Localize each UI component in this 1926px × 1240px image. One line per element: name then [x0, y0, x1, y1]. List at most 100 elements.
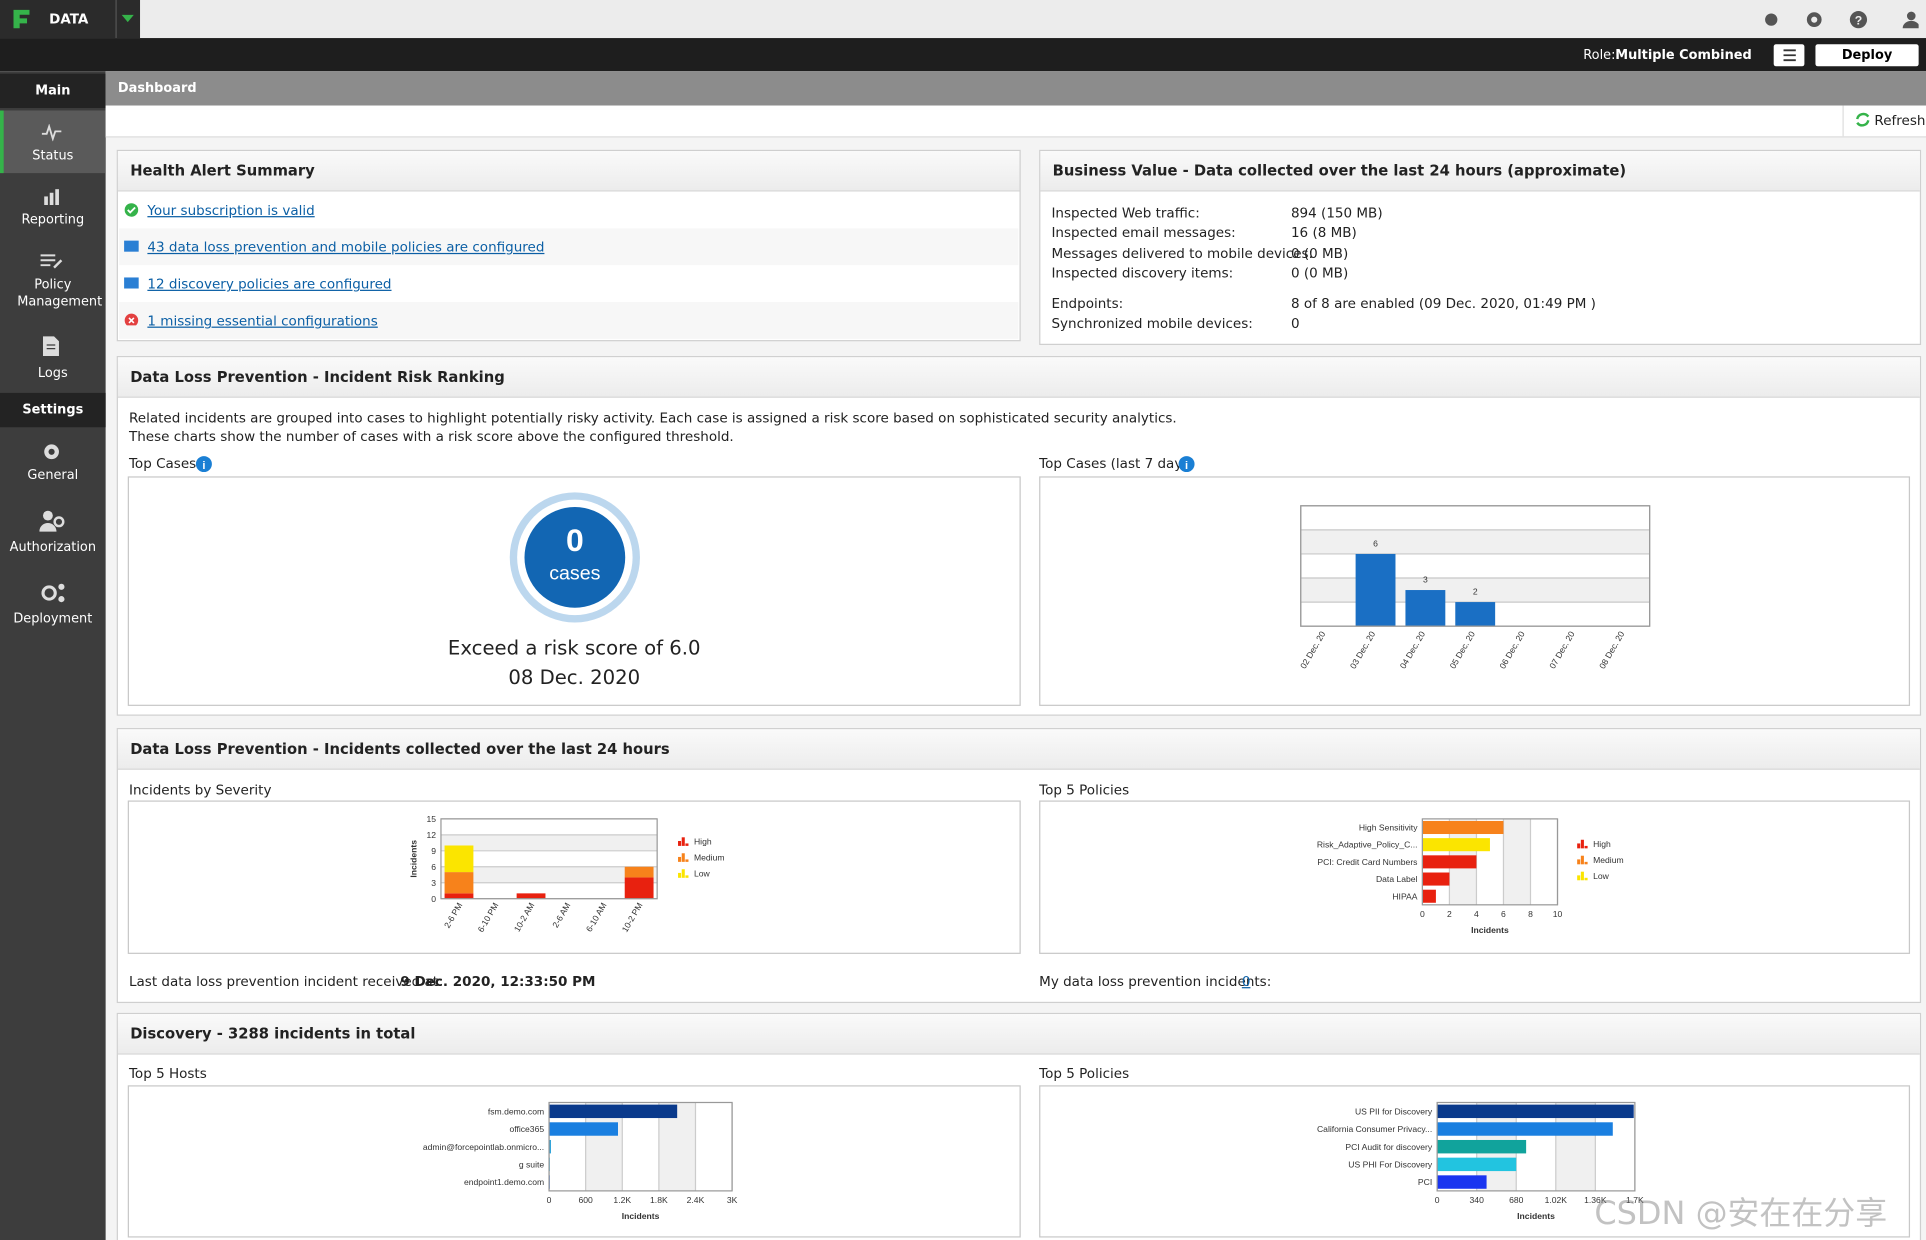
bar	[549, 1122, 618, 1136]
my-value[interactable]: 0	[1241, 973, 1251, 990]
y-tick-label: 9	[431, 846, 436, 856]
exceed: Exceed a risk score of 6.0	[447, 635, 701, 660]
nav-item[interactable]: Authorization	[9, 540, 97, 555]
nav-item[interactable]: Logs	[37, 365, 68, 381]
breadcrumb-bar	[105, 71, 1926, 106]
y-tick-label: US PHI For Discovery	[1348, 1159, 1433, 1169]
nav-item[interactable]: Deployment	[13, 611, 93, 627]
legend-label: Low	[1593, 871, 1610, 881]
x-tick-label: 340	[1470, 1195, 1485, 1205]
info-icon[interactable]: i	[195, 455, 212, 473]
x-tick-label: 0	[1435, 1195, 1440, 1205]
x-tick-label: 4	[1474, 909, 1479, 919]
chart: 0 600 1.2K 1.8K 2.4K 3K Incidents fsm.demo.com o…	[423, 1101, 738, 1221]
health-link[interactable]: 43 data loss prevention and mobile polic…	[147, 239, 545, 256]
panel-title: Discovery - 3288 incidents in total	[130, 1025, 416, 1043]
legend-label: Medium	[694, 853, 725, 863]
chart: 0 340 680 1.02K 1.36K 1.7K Incidents US PII for…	[1317, 1101, 1644, 1221]
legend-swatch	[685, 859, 689, 862]
label: Messages delivered to mobile devices:	[1051, 245, 1314, 262]
chart-label: Top Cases	[128, 455, 197, 472]
health-link[interactable]: 12 discovery policies are configured	[147, 276, 392, 293]
x-tick-label: 8	[1528, 909, 1533, 919]
data-label: 3	[1423, 575, 1428, 585]
dropdown-arrow	[121, 14, 134, 23]
main-label: Main	[35, 83, 71, 99]
count: 0	[566, 522, 584, 558]
chart-label: Incidents by Severity	[128, 782, 272, 799]
plot-border	[1436, 1101, 1636, 1192]
x-tick-label: 10	[1553, 909, 1563, 919]
deploy-button[interactable]: Deploy	[1815, 44, 1919, 67]
x-tick-label: 1.7K	[1626, 1195, 1644, 1205]
nav-item[interactable]: General	[27, 467, 79, 483]
value: 8 of 8 are enabled (09 Dec. 2020, 01:49 …	[1290, 295, 1596, 312]
x-tick-label: 07 Dec. 20	[1547, 629, 1577, 670]
x-tick-label: 10-2 AM	[512, 901, 537, 934]
list-button[interactable]	[1773, 44, 1805, 67]
legend-label: Low	[694, 869, 711, 879]
status-active[interactable]	[0, 110, 106, 174]
plot-border	[1300, 505, 1651, 627]
label: Endpoints:	[1051, 295, 1124, 312]
chart-label: Top 5 Policies	[1039, 782, 1130, 799]
main-header[interactable]	[0, 73, 106, 109]
top-bar	[0, 0, 1926, 39]
legend-swatch	[681, 853, 685, 862]
role-bar	[0, 38, 1926, 72]
x-tick-label: 680	[1509, 1195, 1524, 1205]
x-axis-label: Incidents	[1517, 1211, 1555, 1221]
watermark: CSDN @安在在分享	[1594, 1195, 1888, 1233]
panel-title: Business Value - Data collected over the…	[1052, 162, 1627, 180]
legend-label: High	[694, 837, 712, 847]
toolbar	[105, 105, 1926, 138]
nav-item[interactable]: Status	[32, 148, 74, 164]
info-icon[interactable]: i	[1178, 455, 1195, 473]
nav-item[interactable]: Reporting	[21, 212, 85, 228]
plot-area	[440, 818, 658, 899]
y-axis-label: Incidents	[408, 840, 418, 878]
legend-swatch	[1580, 839, 1584, 849]
settings-header[interactable]	[0, 392, 106, 428]
x-tick-label: 2-6 AM	[550, 901, 572, 930]
x-tick-label: 02 Dec. 20	[1298, 629, 1328, 670]
label: Synchronized mobile devices:	[1051, 315, 1253, 332]
legend-swatch	[681, 837, 685, 846]
product-menu[interactable]: DATA	[0, 0, 141, 39]
health-link[interactable]: 1 missing essential configurations	[147, 313, 378, 330]
legend-swatch	[1580, 871, 1584, 881]
bar	[1437, 1175, 1487, 1189]
x-tick-label: 06 Dec. 20	[1497, 629, 1527, 670]
y-tick-label: US PII for Discovery	[1355, 1106, 1433, 1116]
hosts-box: 0 600 1.2K 1.8K 2.4K 3K Incidents fsm.demo.com o…	[127, 1085, 1021, 1238]
plot-border	[1421, 818, 1559, 906]
data-label: 2	[1473, 587, 1478, 597]
x-tick-label: 10-2 PM	[620, 901, 645, 934]
y-tick-label: 0	[431, 894, 436, 904]
svg-text:i: i	[202, 460, 205, 472]
svg-text:i: i	[1185, 460, 1188, 472]
breadcrumb: Dashboard	[117, 81, 197, 96]
bar-segment	[444, 845, 474, 873]
count-unit: cases	[549, 562, 600, 584]
bar-segment	[624, 866, 654, 878]
y-tick-label: admin@forcepointlab.onmicro...	[423, 1142, 544, 1152]
legend-swatch	[1584, 877, 1588, 881]
y-tick-label: 3	[431, 878, 436, 888]
x-tick-label: 600	[579, 1195, 594, 1205]
y-tick-label: office365	[509, 1124, 544, 1134]
plot-border	[548, 1101, 733, 1192]
top-icons[interactable]: ?	[1759, 10, 1919, 30]
nav-item[interactable]: Policy Management	[17, 277, 103, 310]
legend-swatch	[1584, 845, 1588, 849]
bar-segment	[444, 872, 474, 894]
business-panel: Business Value - Data collected over the…	[1039, 149, 1922, 345]
x-tick-label: 04 Dec. 20	[1398, 629, 1428, 670]
role-label: Role:	[1583, 47, 1616, 63]
x-tick-label: 0	[547, 1195, 552, 1205]
y-tick-label: 6	[431, 862, 436, 872]
chart: 0 3 6 9 12 15 Incidents 2-6 PM 6-10 PM 10-2 AM 2-6…	[408, 814, 725, 934]
health-link[interactable]: Your subscription is valid	[147, 202, 315, 219]
refresh-button[interactable]: Refresh	[1874, 112, 1926, 129]
